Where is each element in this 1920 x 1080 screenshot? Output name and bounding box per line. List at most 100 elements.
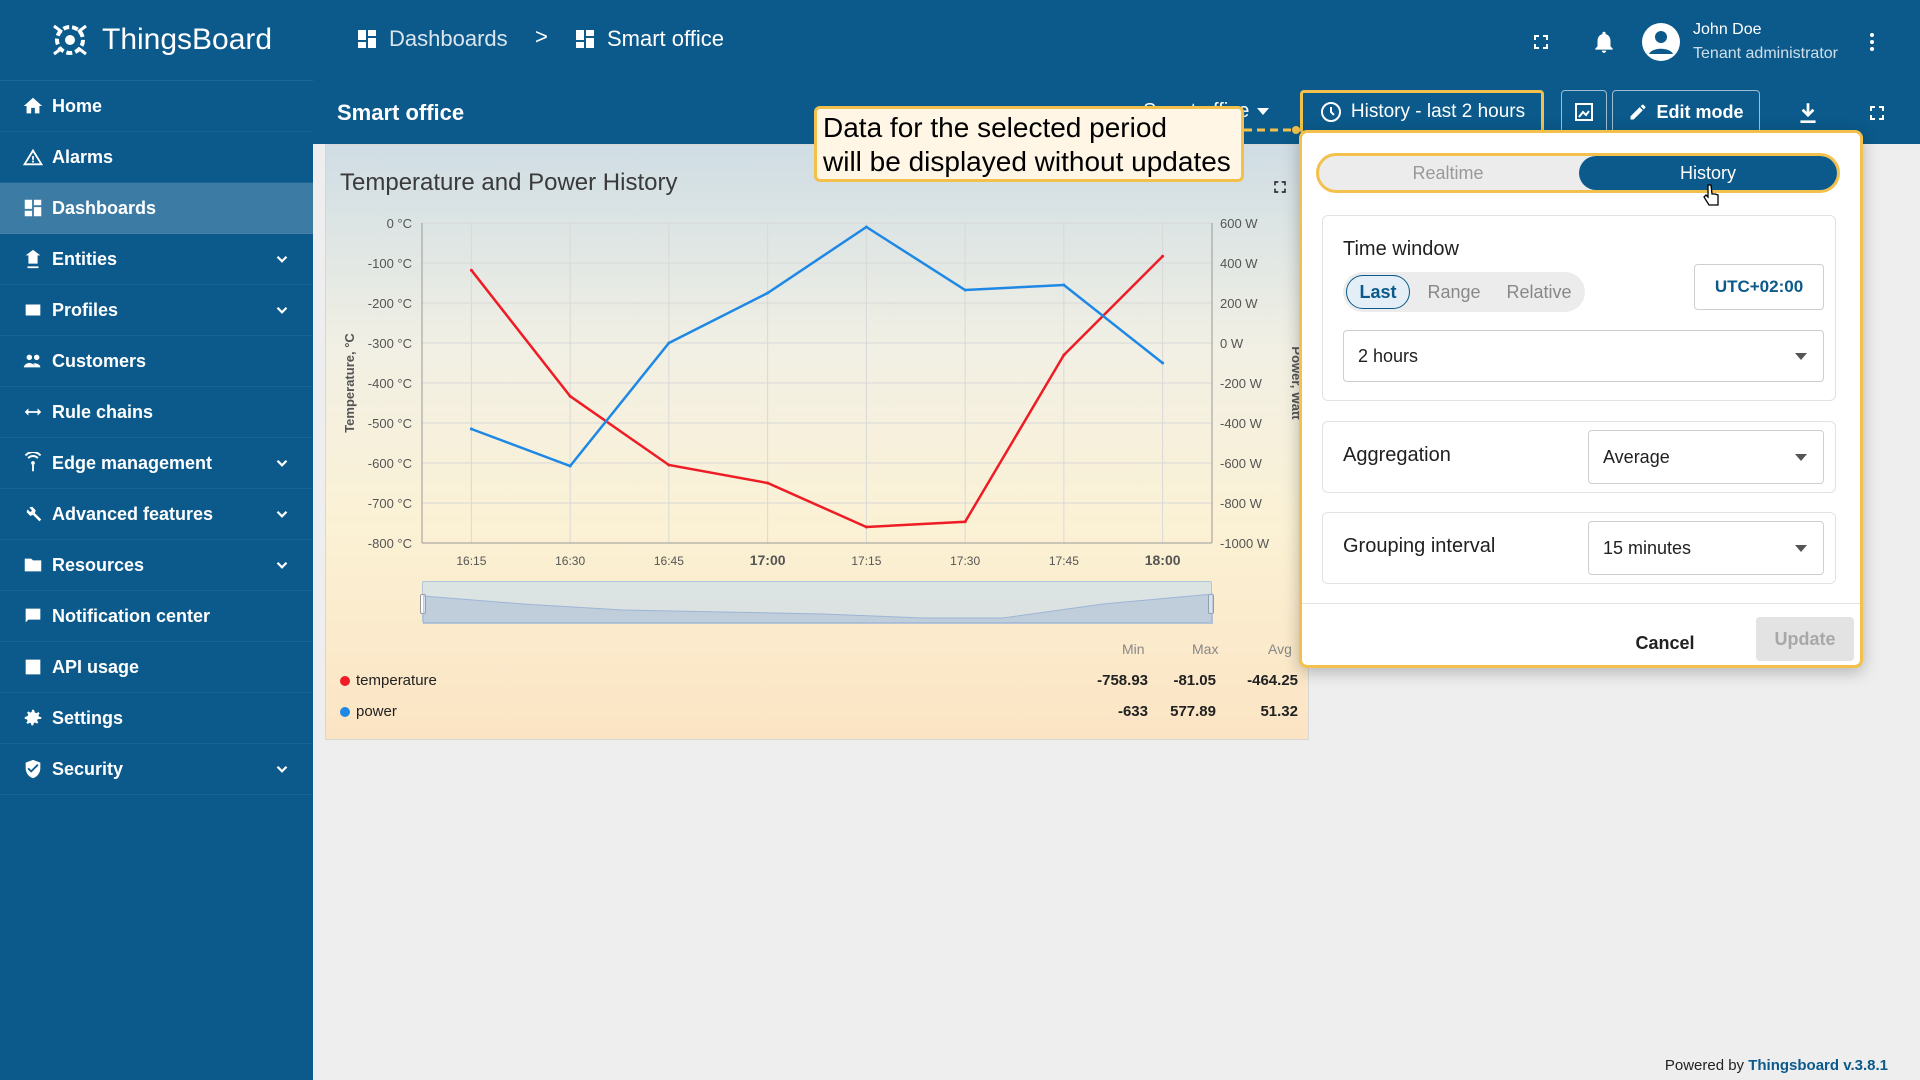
fullscreen-icon[interactable] <box>1529 30 1553 54</box>
legend-header-min: Min <box>1122 641 1145 657</box>
sidebar-item-label: Profiles <box>52 299 119 320</box>
breadcrumb-dashboards[interactable]: Dashboards <box>355 26 508 52</box>
sidebar-item-customers[interactable]: Customers <box>0 336 313 387</box>
option-range[interactable]: Range <box>1427 281 1481 302</box>
edit-mode-label: Edit mode <box>1656 101 1744 122</box>
grouping-select[interactable]: 15 minutes <box>1588 521 1824 575</box>
sidebar-nav: Home Alarms Dashboards Entities Profiles Cust… <box>0 80 313 795</box>
data-point-temperature <box>667 463 671 467</box>
y-right-tick-label: -400 W <box>1220 416 1263 431</box>
dashboard-icon <box>576 30 594 48</box>
sidebar-item-entities[interactable]: Entities <box>0 234 313 285</box>
tools-icon <box>26 506 42 522</box>
app-logo[interactable]: ThingsBoard <box>0 0 313 80</box>
sidebar-item-api-usage[interactable]: API usage <box>0 642 313 693</box>
time-window-card: Time window Last Range Relative UTC+02:0… <box>1322 215 1836 401</box>
sidebar-item-rule-chains[interactable]: Rule chains <box>0 387 313 438</box>
sidebar-item-label: Home <box>52 95 103 116</box>
tab-realtime[interactable]: Realtime <box>1412 162 1484 183</box>
data-zoom-slider[interactable] <box>420 581 1214 624</box>
bell-icon[interactable] <box>1591 29 1617 55</box>
sidebar-item-edge-management[interactable]: Edge management <box>0 438 313 489</box>
home-icon <box>23 97 43 114</box>
chevron-down-icon[interactable] <box>273 505 291 523</box>
legend-item-temperature[interactable]: temperature <box>340 672 437 689</box>
profiles-icon <box>25 304 41 316</box>
pencil-icon <box>1630 104 1646 120</box>
version-link[interactable]: Thingsboard v.3.8.1 <box>1748 1057 1888 1074</box>
data-point-power <box>766 291 770 295</box>
data-point-temperature <box>568 394 572 398</box>
x-tick-label: 17:30 <box>950 554 980 568</box>
legend-power-max: 577.89 <box>1170 703 1216 720</box>
legend-header-avg: Avg <box>1268 641 1292 657</box>
series-line-temperature <box>470 255 1164 529</box>
sidebar-item-label: Advanced features <box>52 503 214 524</box>
chevron-down-icon[interactable] <box>273 250 291 268</box>
fullscreen-icon[interactable] <box>1865 101 1889 125</box>
y-right-tick-label: -600 W <box>1220 456 1263 471</box>
user-name: John Doe <box>1693 21 1762 38</box>
sidebar-item-advanced-features[interactable]: Advanced features <box>0 489 313 540</box>
chevron-down-icon[interactable] <box>273 454 291 472</box>
export-image-button[interactable] <box>1561 90 1607 134</box>
sidebar-item-home[interactable]: Home <box>0 81 313 132</box>
timewindow-button[interactable]: History - last 2 hours <box>1300 90 1544 134</box>
sidebar-item-notification-center[interactable]: Notification center <box>0 591 313 642</box>
data-point-temperature <box>963 520 967 524</box>
cancel-button[interactable]: Cancel <box>1635 632 1695 653</box>
duration-select[interactable]: 2 hours <box>1343 330 1824 382</box>
option-relative[interactable]: Relative <box>1506 281 1572 302</box>
chevron-down-icon[interactable] <box>273 760 291 778</box>
legend-temperature-min: -758.93 <box>1097 672 1148 689</box>
timezone-button[interactable]: UTC+02:00 <box>1694 264 1824 310</box>
grouping-label: Grouping interval <box>1343 535 1496 557</box>
callout-line-1: Data for the selected period <box>823 112 1167 143</box>
time-window-type-group: Last Range Relative <box>1343 272 1585 312</box>
data-point-power <box>963 288 967 292</box>
legend-temperature-avg: -464.25 <box>1247 672 1298 689</box>
tab-history[interactable]: History <box>1579 156 1837 190</box>
legend-label: power <box>356 703 397 720</box>
avatar-icon[interactable] <box>1641 22 1681 62</box>
dashboard-icon <box>358 30 376 48</box>
sidebar-item-label: Security <box>52 758 124 779</box>
sidebar-item-label: Dashboards <box>52 197 157 218</box>
aggregation-select[interactable]: Average <box>1588 430 1824 484</box>
sidebar-item-dashboards[interactable]: Dashboards <box>0 183 313 234</box>
line-chart[interactable]: 0 °C 600 W -100 °C 400 W -200 °C 200 W -300 °C… <box>326 193 1310 673</box>
legend-dot <box>340 706 350 717</box>
y-right-tick-label: -1000 W <box>1220 536 1270 551</box>
chevron-down-icon <box>1257 108 1270 115</box>
sidebar-item-settings[interactable]: Settings <box>0 693 313 744</box>
download-icon[interactable] <box>1795 100 1821 126</box>
sidebar-item-profiles[interactable]: Profiles <box>0 285 313 336</box>
sidebar-item-security[interactable]: Security <box>0 744 313 795</box>
sidebar-item-alarms[interactable]: Alarms <box>0 132 313 183</box>
data-point-power <box>667 341 671 345</box>
edit-mode-button[interactable]: Edit mode <box>1612 90 1760 134</box>
chevron-down-icon[interactable] <box>273 301 291 319</box>
chevron-down-icon[interactable] <box>273 556 291 574</box>
update-button[interactable]: Update <box>1756 617 1854 661</box>
sidebar-item-label: Customers <box>52 350 147 371</box>
divider <box>1302 603 1860 604</box>
data-point-power <box>1161 361 1165 365</box>
option-last[interactable]: Last <box>1346 275 1410 309</box>
hand-cursor-icon <box>1703 184 1719 206</box>
sidebar-item-label: Edge management <box>52 452 213 473</box>
y-right-tick-label: -800 W <box>1220 496 1263 511</box>
more-vert-icon[interactable] <box>1860 30 1884 54</box>
sidebar-item-resources[interactable]: Resources <box>0 540 313 591</box>
fullscreen-icon[interactable] <box>1270 177 1290 197</box>
series-line-power <box>470 225 1164 468</box>
y-right-tick-label: 0 W <box>1220 336 1244 351</box>
data-point-temperature <box>1062 353 1066 357</box>
legend-power-min: -633 <box>1117 703 1148 720</box>
legend-temperature-max: -81.05 <box>1173 672 1216 689</box>
aggregation-card: Aggregation Average <box>1322 421 1836 493</box>
legend-item-power[interactable]: power <box>340 703 397 720</box>
rule-chain-icon <box>24 408 42 416</box>
x-tick-label: 18:00 <box>1145 552 1181 568</box>
user-info[interactable]: John Doe Tenant administrator <box>1693 18 1838 66</box>
